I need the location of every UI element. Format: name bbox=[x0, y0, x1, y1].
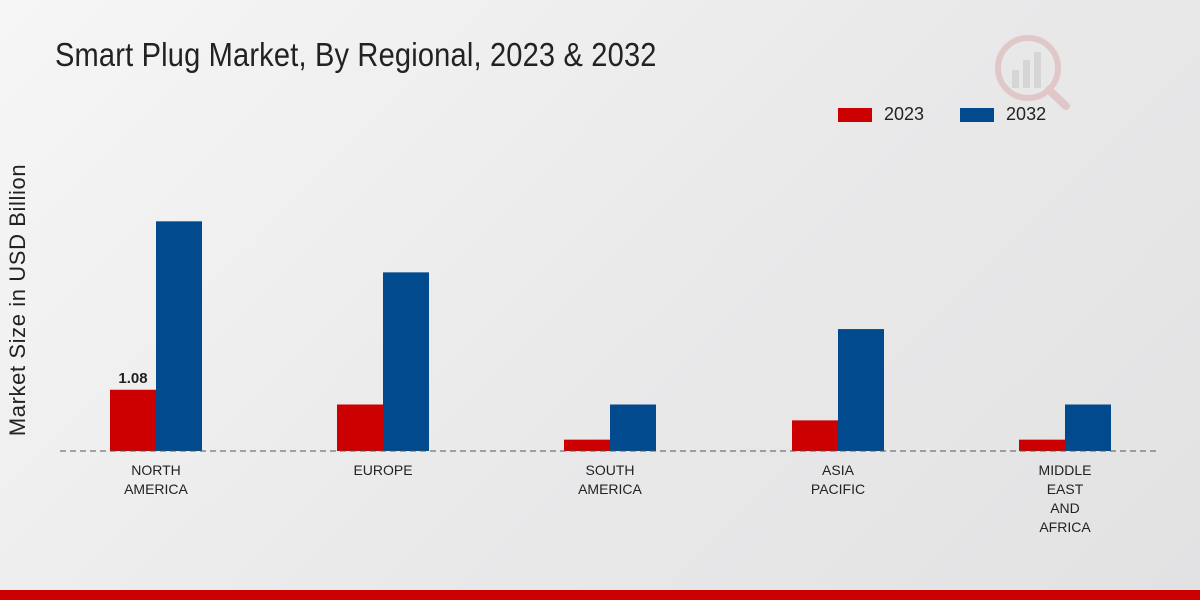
x-tick-label-europe-1: EUROPE bbox=[353, 462, 412, 478]
bar-2023-north-america bbox=[110, 389, 156, 451]
x-tick-label-asia-pacific-2: PACIFIC bbox=[811, 481, 865, 497]
data-label-2023-0: 1.08 bbox=[118, 370, 147, 387]
bar-2023-asia-pacific bbox=[792, 420, 838, 451]
x-tick-label-north-america-1: NORTH bbox=[131, 462, 181, 478]
x-tick-label-middle-east-and-africa-1: MIDDLE bbox=[1039, 462, 1092, 478]
bar-2023-south-america bbox=[564, 439, 610, 451]
x-tick-label-middle-east-and-africa-4: AFRICA bbox=[1039, 519, 1091, 535]
bar-2032-south-america bbox=[610, 404, 656, 451]
legend-item-2023: 2023 bbox=[838, 104, 924, 125]
legend-swatch-2032 bbox=[960, 107, 995, 122]
footer-bar bbox=[0, 590, 1200, 600]
legend-item-2032: 2032 bbox=[960, 104, 1046, 125]
x-tick-label-south-america-1: SOUTH bbox=[586, 462, 635, 478]
x-tick-label-middle-east-and-africa-3: AND bbox=[1050, 500, 1080, 516]
x-tick-label-south-america-2: AMERICA bbox=[578, 481, 642, 497]
chart-title: Smart Plug Market, By Regional, 2023 & 2… bbox=[55, 36, 657, 73]
x-tick-label-north-america-2: AMERICA bbox=[124, 481, 188, 497]
bar-2023-europe bbox=[337, 404, 383, 451]
brand-logo-icon bbox=[995, 35, 1070, 110]
legend-swatch-2023 bbox=[838, 107, 872, 122]
bar-2032-middle-east-and-africa bbox=[1065, 404, 1111, 451]
x-tick-label-middle-east-and-africa-2: EAST bbox=[1047, 481, 1084, 497]
bar-2032-asia-pacific bbox=[838, 329, 884, 451]
bar-2032-north-america bbox=[156, 221, 202, 451]
bar-2032-europe bbox=[383, 272, 429, 451]
x-tick-label-asia-pacific-1: ASIA bbox=[822, 462, 855, 478]
legend: 2023 2032 bbox=[838, 104, 1082, 125]
bar-2023-middle-east-and-africa bbox=[1019, 439, 1065, 451]
legend-label-2023: 2023 bbox=[884, 104, 925, 124]
legend-label-2032: 2032 bbox=[1006, 104, 1047, 124]
